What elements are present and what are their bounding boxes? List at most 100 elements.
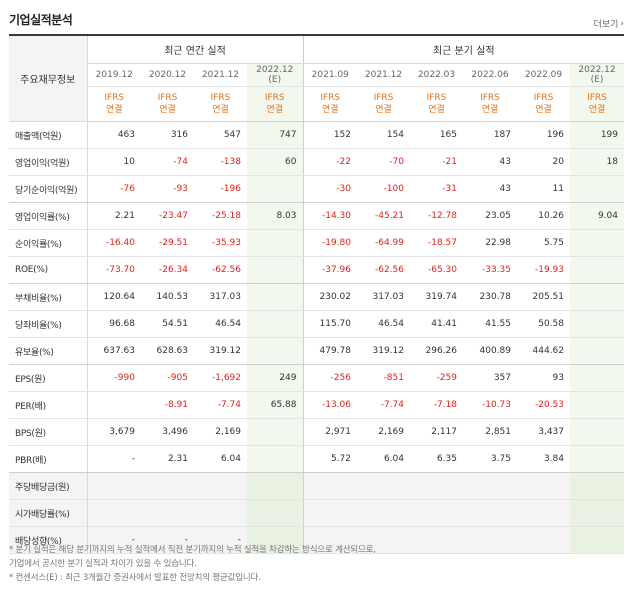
table-cell <box>247 472 304 500</box>
table-row: PER(배) -8.91 -7.74 65.88 -13.06 -7.74 -7.18 -10… <box>9 391 624 419</box>
table-cell <box>247 175 304 203</box>
table-cell <box>517 526 570 554</box>
table-cell: -26.34 <box>141 256 194 284</box>
table-cell: 8.03 <box>247 202 304 230</box>
table-cell: -62.56 <box>194 256 247 284</box>
period-header: 2022.12 (E) <box>570 63 624 87</box>
table-cell: -16.40 <box>87 229 141 257</box>
table-cell <box>194 499 247 527</box>
table-cell: 3,496 <box>141 418 194 446</box>
table-cell <box>463 472 517 500</box>
table-cell: 628.63 <box>141 337 194 365</box>
table-cell: 187 <box>463 121 517 149</box>
table-cell: 96.68 <box>87 310 141 338</box>
table-cell: 196 <box>517 121 570 149</box>
table-cell: 316 <box>141 121 194 149</box>
table-cell: -37.96 <box>303 256 357 284</box>
table-cell: 2.31 <box>141 445 194 473</box>
footnotes: * 분기 실적은 해당 분기까지의 누적 실적에서 직전 분기까지의 누적 실적… <box>9 543 376 585</box>
table-cell: 23.05 <box>463 202 517 230</box>
table-cell: -10.73 <box>463 391 517 419</box>
table-cell: -18.57 <box>410 229 463 257</box>
table-cell: 317.03 <box>357 283 410 311</box>
table-cell <box>247 337 304 365</box>
table-cell: -22 <box>303 148 357 176</box>
table-cell <box>247 256 304 284</box>
table-cell: 20 <box>517 148 570 176</box>
table-cell: 357 <box>463 364 517 392</box>
table-cell: 140.53 <box>141 283 194 311</box>
row-label: EPS(원) <box>9 364 88 392</box>
footnote-1: * 분기 실적은 해당 분기까지의 누적 실적에서 직전 분기까지의 누적 실적… <box>9 545 376 555</box>
table-cell <box>570 445 624 473</box>
table-cell <box>570 229 624 257</box>
more-label: 더보기 <box>593 20 619 30</box>
table-cell: 249 <box>247 364 304 392</box>
table-cell <box>463 526 517 554</box>
table-cell: -19.80 <box>303 229 357 257</box>
row-label: 유보율(%) <box>9 337 88 365</box>
table-cell <box>247 283 304 311</box>
table-cell: 41.55 <box>463 310 517 338</box>
table-row: 영업이익(억원) 10 -74 -138 60 -22 -70 -21 43 20 18 <box>9 148 624 176</box>
table-cell <box>517 472 570 500</box>
table-cell: 10.26 <box>517 202 570 230</box>
table-cell: 230.02 <box>303 283 357 311</box>
table-cell: - <box>141 526 194 554</box>
table-cell: -138 <box>194 148 247 176</box>
table-cell: - <box>87 445 141 473</box>
table-cell: -13.06 <box>303 391 357 419</box>
table-cell: 54.51 <box>141 310 194 338</box>
table-cell: 2,117 <box>410 418 463 446</box>
table-cell: 319.12 <box>357 337 410 365</box>
table-row: BPS(원) 3,679 3,496 2,169 2,971 2,169 2,117 2,85… <box>9 418 624 446</box>
table-cell: -7.74 <box>357 391 410 419</box>
table-cell <box>570 310 624 338</box>
table-cell: -256 <box>303 364 357 392</box>
table-cell: 3,437 <box>517 418 570 446</box>
table-cell <box>141 499 194 527</box>
table-cell <box>303 526 357 554</box>
table-cell <box>247 499 304 527</box>
basis-header: IFRS 연결 <box>357 86 410 122</box>
table-cell <box>357 499 410 527</box>
row-label: 영업이익률(%) <box>9 202 88 230</box>
table-cell: -30 <box>303 175 357 203</box>
table-cell <box>303 472 357 500</box>
basis-header: IFRS 연결 <box>517 86 570 122</box>
table-cell: -76 <box>87 175 141 203</box>
table-cell: -62.56 <box>357 256 410 284</box>
table-cell: -1,692 <box>194 364 247 392</box>
table-cell: 115.70 <box>303 310 357 338</box>
table-row: 주당배당금(원) <box>9 472 624 500</box>
financial-summary-table: 주요재무정보 최근 연간 실적 최근 분기 실적 2019.12 2020.12 2… <box>9 34 624 554</box>
table-cell: 319.74 <box>410 283 463 311</box>
table-row: EPS(원) -990 -905 -1,692 249 -256 -851 -259 357 93 <box>9 364 624 392</box>
table-cell: 11 <box>517 175 570 203</box>
table-cell: 6.04 <box>194 445 247 473</box>
table-cell: -45.21 <box>357 202 410 230</box>
more-link[interactable]: 더보기 › <box>593 17 624 31</box>
section-title: 기업실적분석 <box>9 13 73 27</box>
chevron-right-icon: › <box>620 18 624 29</box>
basis-header: IFRS 연결 <box>463 86 517 122</box>
period-header: 2021.12 <box>194 63 247 87</box>
table-cell <box>570 256 624 284</box>
table-cell <box>247 418 304 446</box>
corner-header: 주요재무정보 <box>9 34 88 122</box>
period-header: 2022.12 (E) <box>247 63 304 87</box>
table-cell: -35.93 <box>194 229 247 257</box>
table-cell: 43 <box>463 175 517 203</box>
table-cell: -19.93 <box>517 256 570 284</box>
table-row: 영업이익률(%) 2.21 -23.47 -25.18 8.03 -14.30 -45.21… <box>9 202 624 230</box>
table-cell: 50.58 <box>517 310 570 338</box>
row-label: 주당배당금(원) <box>9 472 88 500</box>
period-header: 2022.03 <box>410 63 463 87</box>
period-header-row: 2019.12 2020.12 2021.12 2022.12 (E) 2021.09 20… <box>9 63 624 87</box>
table-cell: -29.51 <box>141 229 194 257</box>
table-cell: -93 <box>141 175 194 203</box>
table-cell: 165 <box>410 121 463 149</box>
row-label: 영업이익(억원) <box>9 148 88 176</box>
table-cell: 317.03 <box>194 283 247 311</box>
table-cell: 18 <box>570 148 624 176</box>
